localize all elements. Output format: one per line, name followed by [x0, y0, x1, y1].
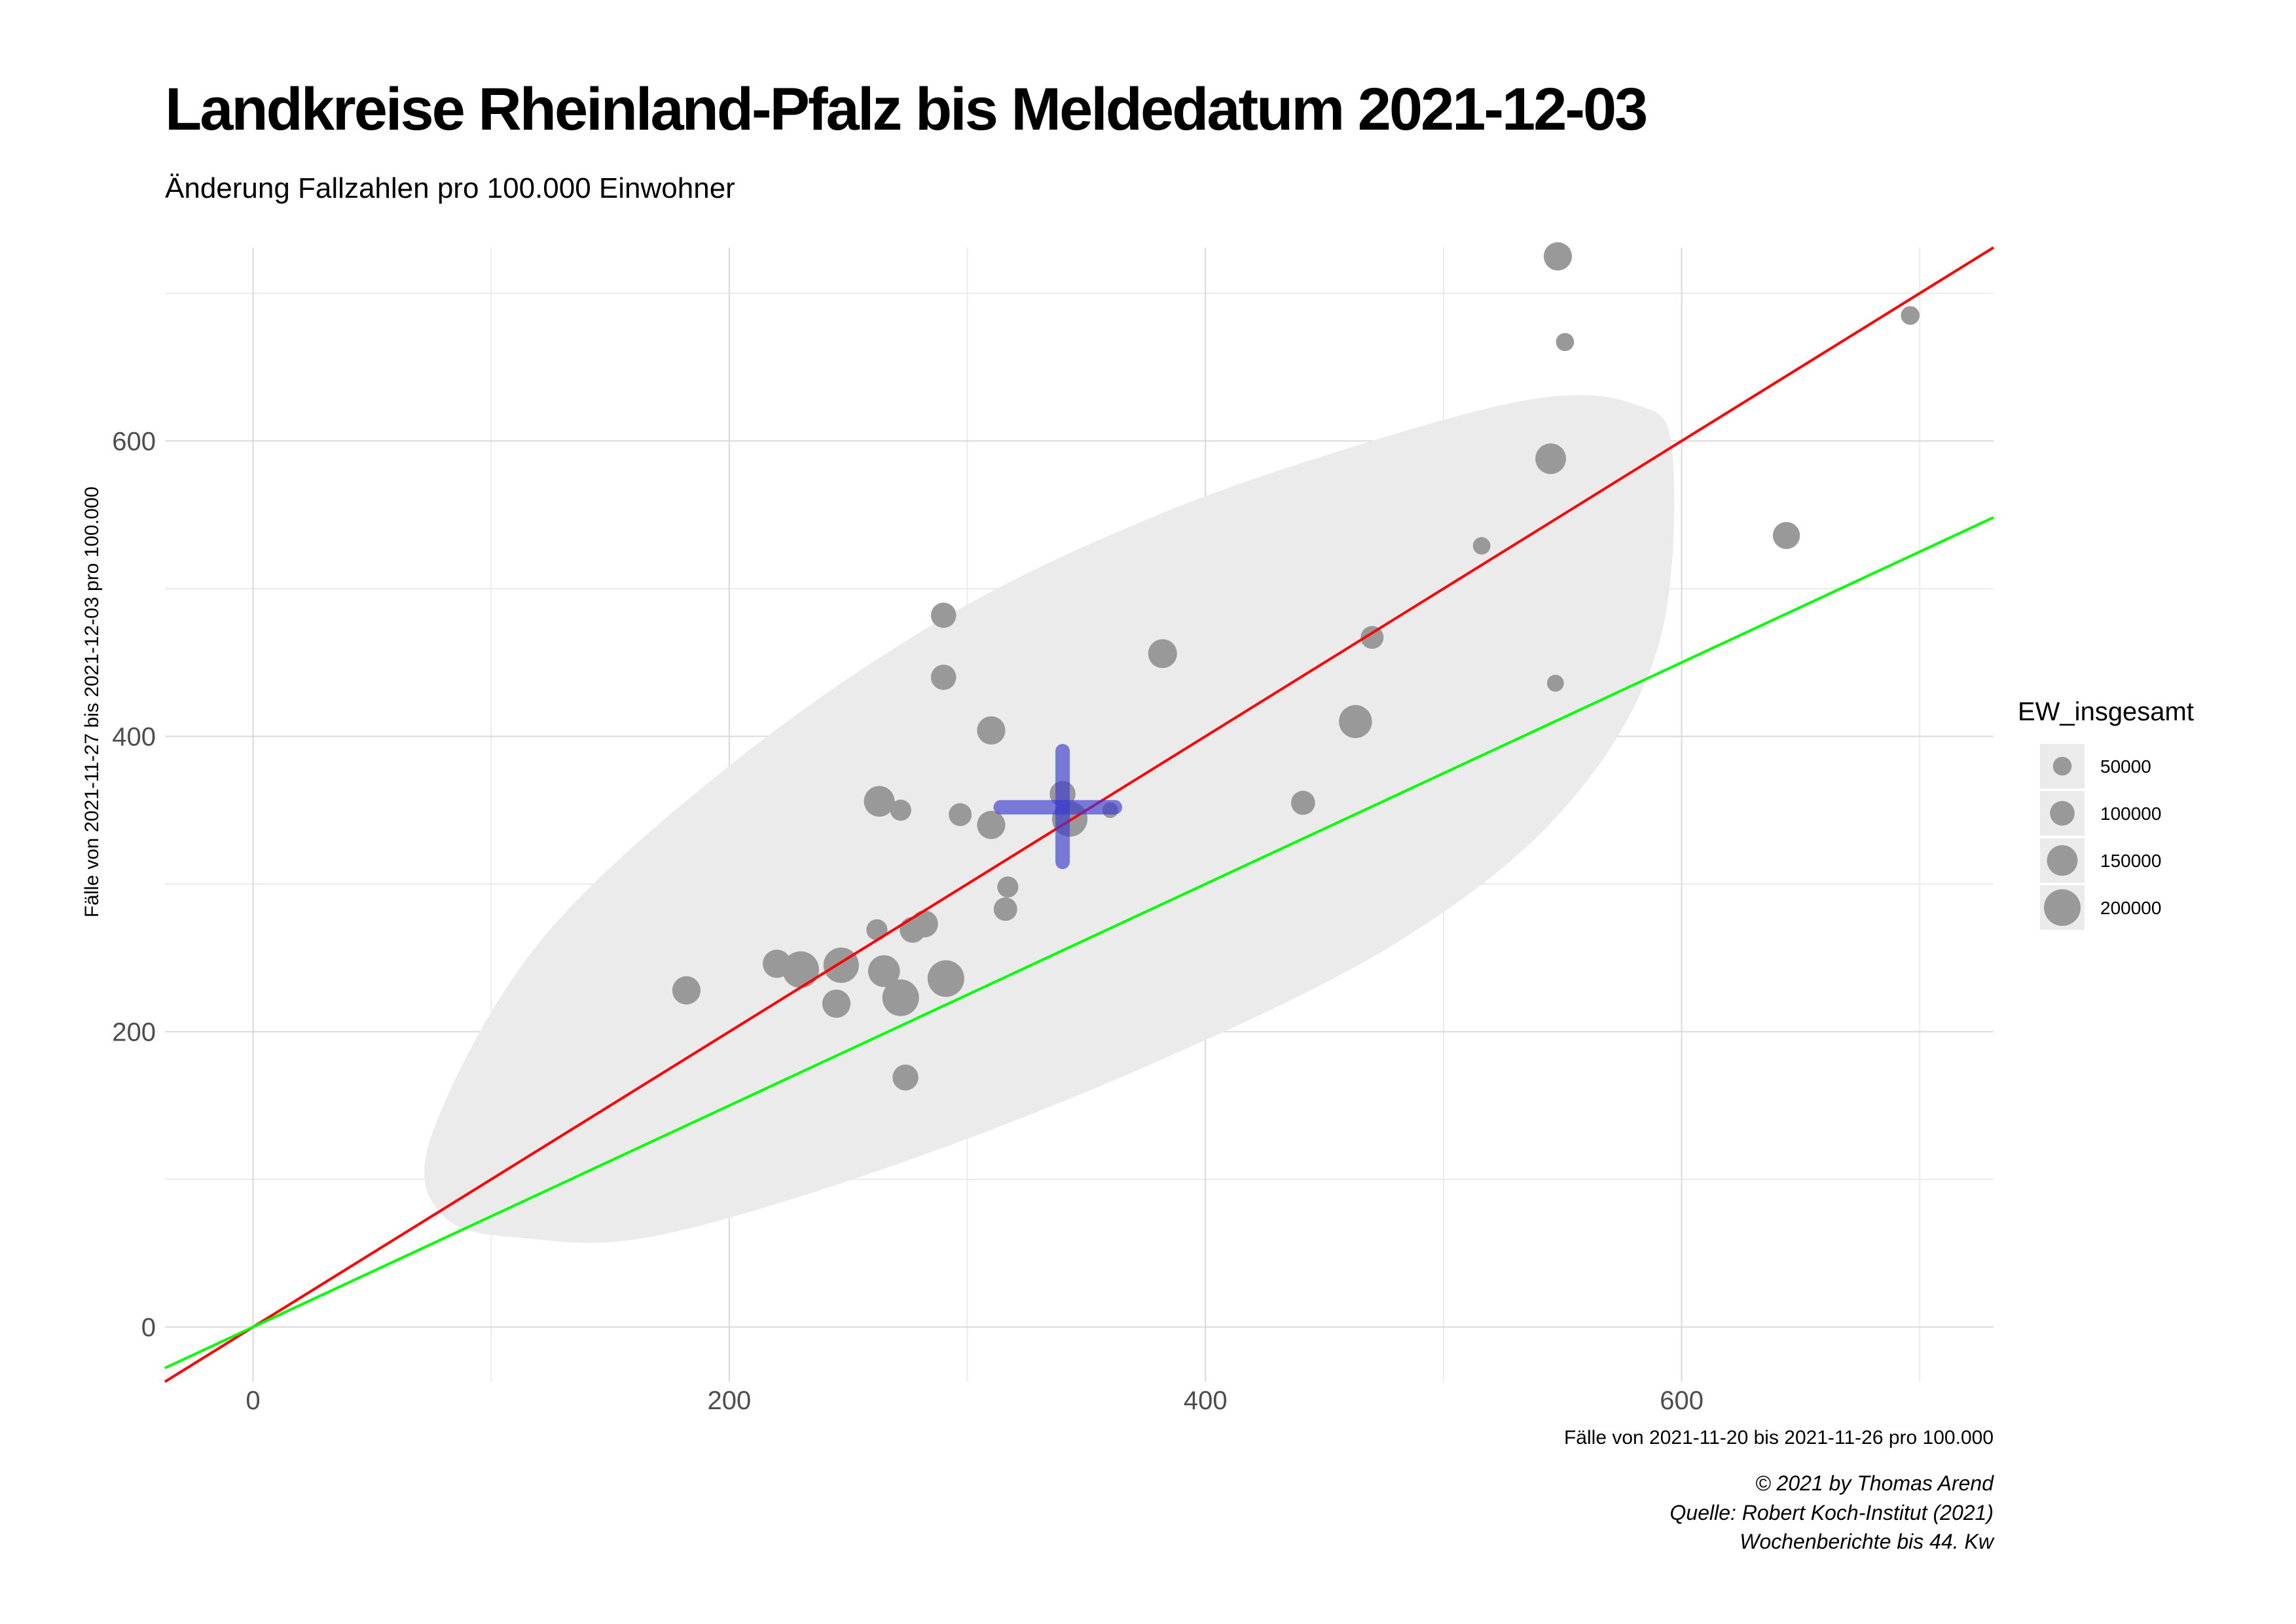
reference-lines: [164, 246, 1995, 1383]
y-tick-label: 600: [112, 427, 156, 456]
data-point: [1901, 306, 1920, 325]
confidence-ellipse: [424, 395, 1675, 1243]
legend: EW_insgesamt 50000 100000 150000 200000: [2018, 697, 2194, 930]
y-tick-label: 0: [141, 1314, 156, 1342]
data-point: [1556, 333, 1575, 352]
y-axis-label: Fälle von 2021-11-27 bis 2021-12-03 pro …: [81, 487, 103, 917]
plot-area: [164, 242, 1995, 1383]
data-point: [882, 979, 919, 1016]
data-point: [1339, 705, 1372, 739]
x-tick-label: 200: [708, 1386, 752, 1415]
data-point: [1290, 790, 1315, 815]
data-point: [782, 951, 820, 988]
data-point: [822, 989, 851, 1018]
data-point: [949, 803, 972, 826]
data-point: [997, 876, 1019, 898]
data-point: [930, 602, 957, 628]
data-point: [977, 716, 1006, 745]
legend-symbol: [2044, 889, 2081, 926]
data-point: [927, 960, 964, 997]
data-point: [672, 976, 701, 1005]
data-point: [1772, 522, 1800, 549]
y-axis-ticks: 0 200 400 600: [112, 427, 156, 1342]
legend-title: EW_insgesamt: [2018, 697, 2194, 726]
data-point: [1535, 443, 1566, 474]
caption-line-source: Quelle: Robert Koch-Institut (2021): [1670, 1501, 1994, 1524]
data-point: [864, 786, 895, 817]
chart-title: Landkreise Rheinland-Pfalz bis Meldedatu…: [165, 76, 1646, 143]
x-tick-label: 0: [246, 1386, 260, 1415]
x-tick-label: 600: [1660, 1386, 1704, 1415]
data-point: [993, 897, 1017, 921]
legend-symbol: [2047, 845, 2078, 876]
y-tick-label: 200: [112, 1018, 156, 1047]
caption: © 2021 by Thomas Arend Quelle: Robert Ko…: [1670, 1471, 1995, 1553]
data-point: [867, 955, 900, 987]
data-point: [1360, 625, 1384, 649]
legend-label: 150000: [2100, 851, 2161, 871]
chart-subtitle: Änderung Fallzahlen pro 100.000 Einwohne…: [165, 172, 735, 204]
data-point: [1472, 537, 1491, 555]
data-point: [1148, 639, 1177, 669]
legend-entries: 50000 100000 150000 200000: [2040, 744, 2161, 930]
y-tick-label: 400: [112, 722, 156, 751]
data-point: [892, 1064, 919, 1091]
data-point: [977, 811, 1006, 840]
reference-line-red: [164, 246, 1995, 1383]
legend-label: 100000: [2100, 803, 2161, 824]
data-point: [890, 800, 911, 821]
data-point: [930, 664, 957, 690]
data-point: [1543, 242, 1573, 271]
x-axis-ticks: 0 200 400 600: [246, 1386, 1704, 1415]
reference-line-green: [164, 516, 1994, 1369]
center-cross: [993, 744, 1123, 870]
x-tick-label: 400: [1184, 1386, 1228, 1415]
legend-label: 200000: [2100, 898, 2161, 918]
legend-symbol: [2050, 801, 2075, 826]
legend-symbol: [2052, 756, 2072, 776]
data-point: [1546, 674, 1564, 692]
caption-line-reports: Wochenberichte bis 44. Kw: [1740, 1530, 1995, 1553]
caption-line-copyright: © 2021 by Thomas Arend: [1755, 1471, 1994, 1495]
data-point: [823, 947, 859, 984]
legend-label: 50000: [2100, 756, 2151, 777]
data-point: [900, 917, 926, 943]
x-axis-label: Fälle von 2021-11-20 bis 2021-11-26 pro …: [1564, 1427, 1994, 1449]
data-point: [866, 919, 888, 941]
